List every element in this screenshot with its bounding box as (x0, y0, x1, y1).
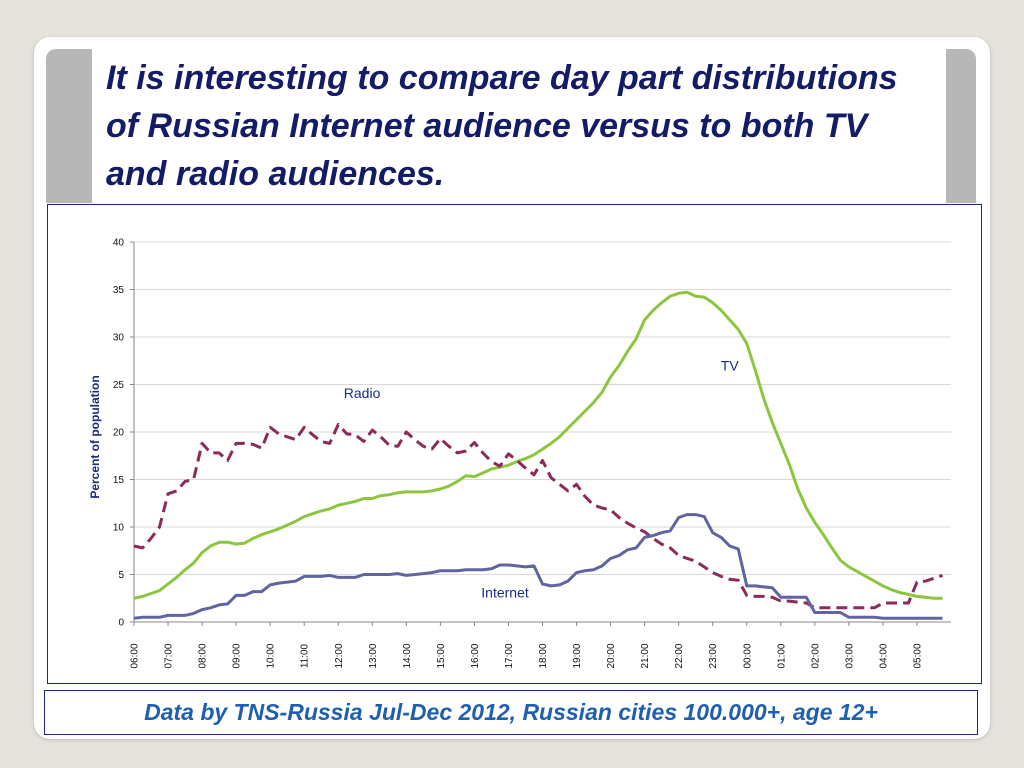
series-label-tv: TV (721, 357, 740, 373)
y-tick-label: 15 (113, 475, 125, 486)
x-tick-label: 23:00 (708, 643, 719, 668)
y-tick-label: 40 (113, 238, 125, 249)
y-tick-labels: 0 5 10 15 20 25 30 35 40 (113, 238, 125, 629)
x-tick-label: 06:00 (130, 643, 141, 668)
x-tick-label: 22:00 (674, 643, 685, 668)
data-source-caption: Data by TNS-Russia Jul-Dec 2012, Russian… (144, 699, 878, 725)
x-tick-label: 13:00 (368, 643, 379, 668)
title-band-left (46, 49, 92, 203)
y-tick-label: 0 (118, 618, 124, 629)
series-label-internet: Internet (481, 584, 529, 600)
x-tick-label: 07:00 (164, 643, 175, 668)
x-tick-label: 04:00 (878, 643, 889, 668)
x-tick-label: 20:00 (606, 643, 617, 668)
x-tick-label: 08:00 (198, 643, 209, 668)
y-tick-label: 10 (113, 523, 125, 534)
x-tick-label: 00:00 (742, 643, 753, 668)
x-tick-label: 09:00 (232, 643, 243, 668)
x-tick-label: 17:00 (504, 643, 515, 668)
y-tick-label: 5 (118, 570, 124, 581)
slide-title: It is interesting to compare day part di… (106, 59, 898, 193)
axes (130, 241, 951, 626)
title-band-right (946, 49, 976, 203)
chart-frame: 0 5 10 15 20 25 30 35 40 06:00 07:00 08:00 09:00 10:… (47, 204, 982, 684)
x-tick-labels: 06:00 07:00 08:00 09:00 10:00 11:00 12:00 13:00… (130, 643, 924, 668)
x-tick-label: 12:00 (334, 643, 345, 668)
series-annotations: TV Radio Internet (344, 357, 740, 600)
series-line-tv (133, 290, 943, 600)
gridlines (134, 241, 951, 575)
x-tick-label: 21:00 (640, 643, 651, 668)
series-lines (133, 290, 943, 620)
x-tick-label: 16:00 (470, 643, 481, 668)
x-tick-label: 02:00 (810, 643, 821, 668)
line-chart: 0 5 10 15 20 25 30 35 40 06:00 07:00 08:00 09:00 10:… (88, 238, 951, 669)
y-tick-label: 30 (113, 333, 125, 344)
x-tick-label: 01:00 (776, 643, 787, 668)
x-tick-label: 19:00 (572, 643, 583, 668)
x-tick-label: 03:00 (844, 643, 855, 668)
caption-box: Data by TNS-Russia Jul-Dec 2012, Russian… (44, 690, 978, 735)
x-tick-label: 18:00 (538, 643, 549, 668)
x-tick-label: 11:00 (300, 643, 311, 668)
x-tick-label: 10:00 (266, 643, 277, 668)
x-tick-label: 14:00 (402, 643, 413, 668)
y-tick-label: 35 (113, 285, 125, 296)
x-tick-label: 05:00 (912, 643, 923, 668)
y-tick-label: 20 (113, 428, 125, 439)
y-axis-title: Percent of population (88, 375, 102, 498)
series-line-internet (133, 513, 943, 620)
series-label-radio: Radio (344, 385, 381, 401)
y-tick-label: 25 (113, 380, 125, 391)
x-tick-label: 15:00 (436, 643, 447, 668)
series-line-radio (133, 422, 943, 610)
